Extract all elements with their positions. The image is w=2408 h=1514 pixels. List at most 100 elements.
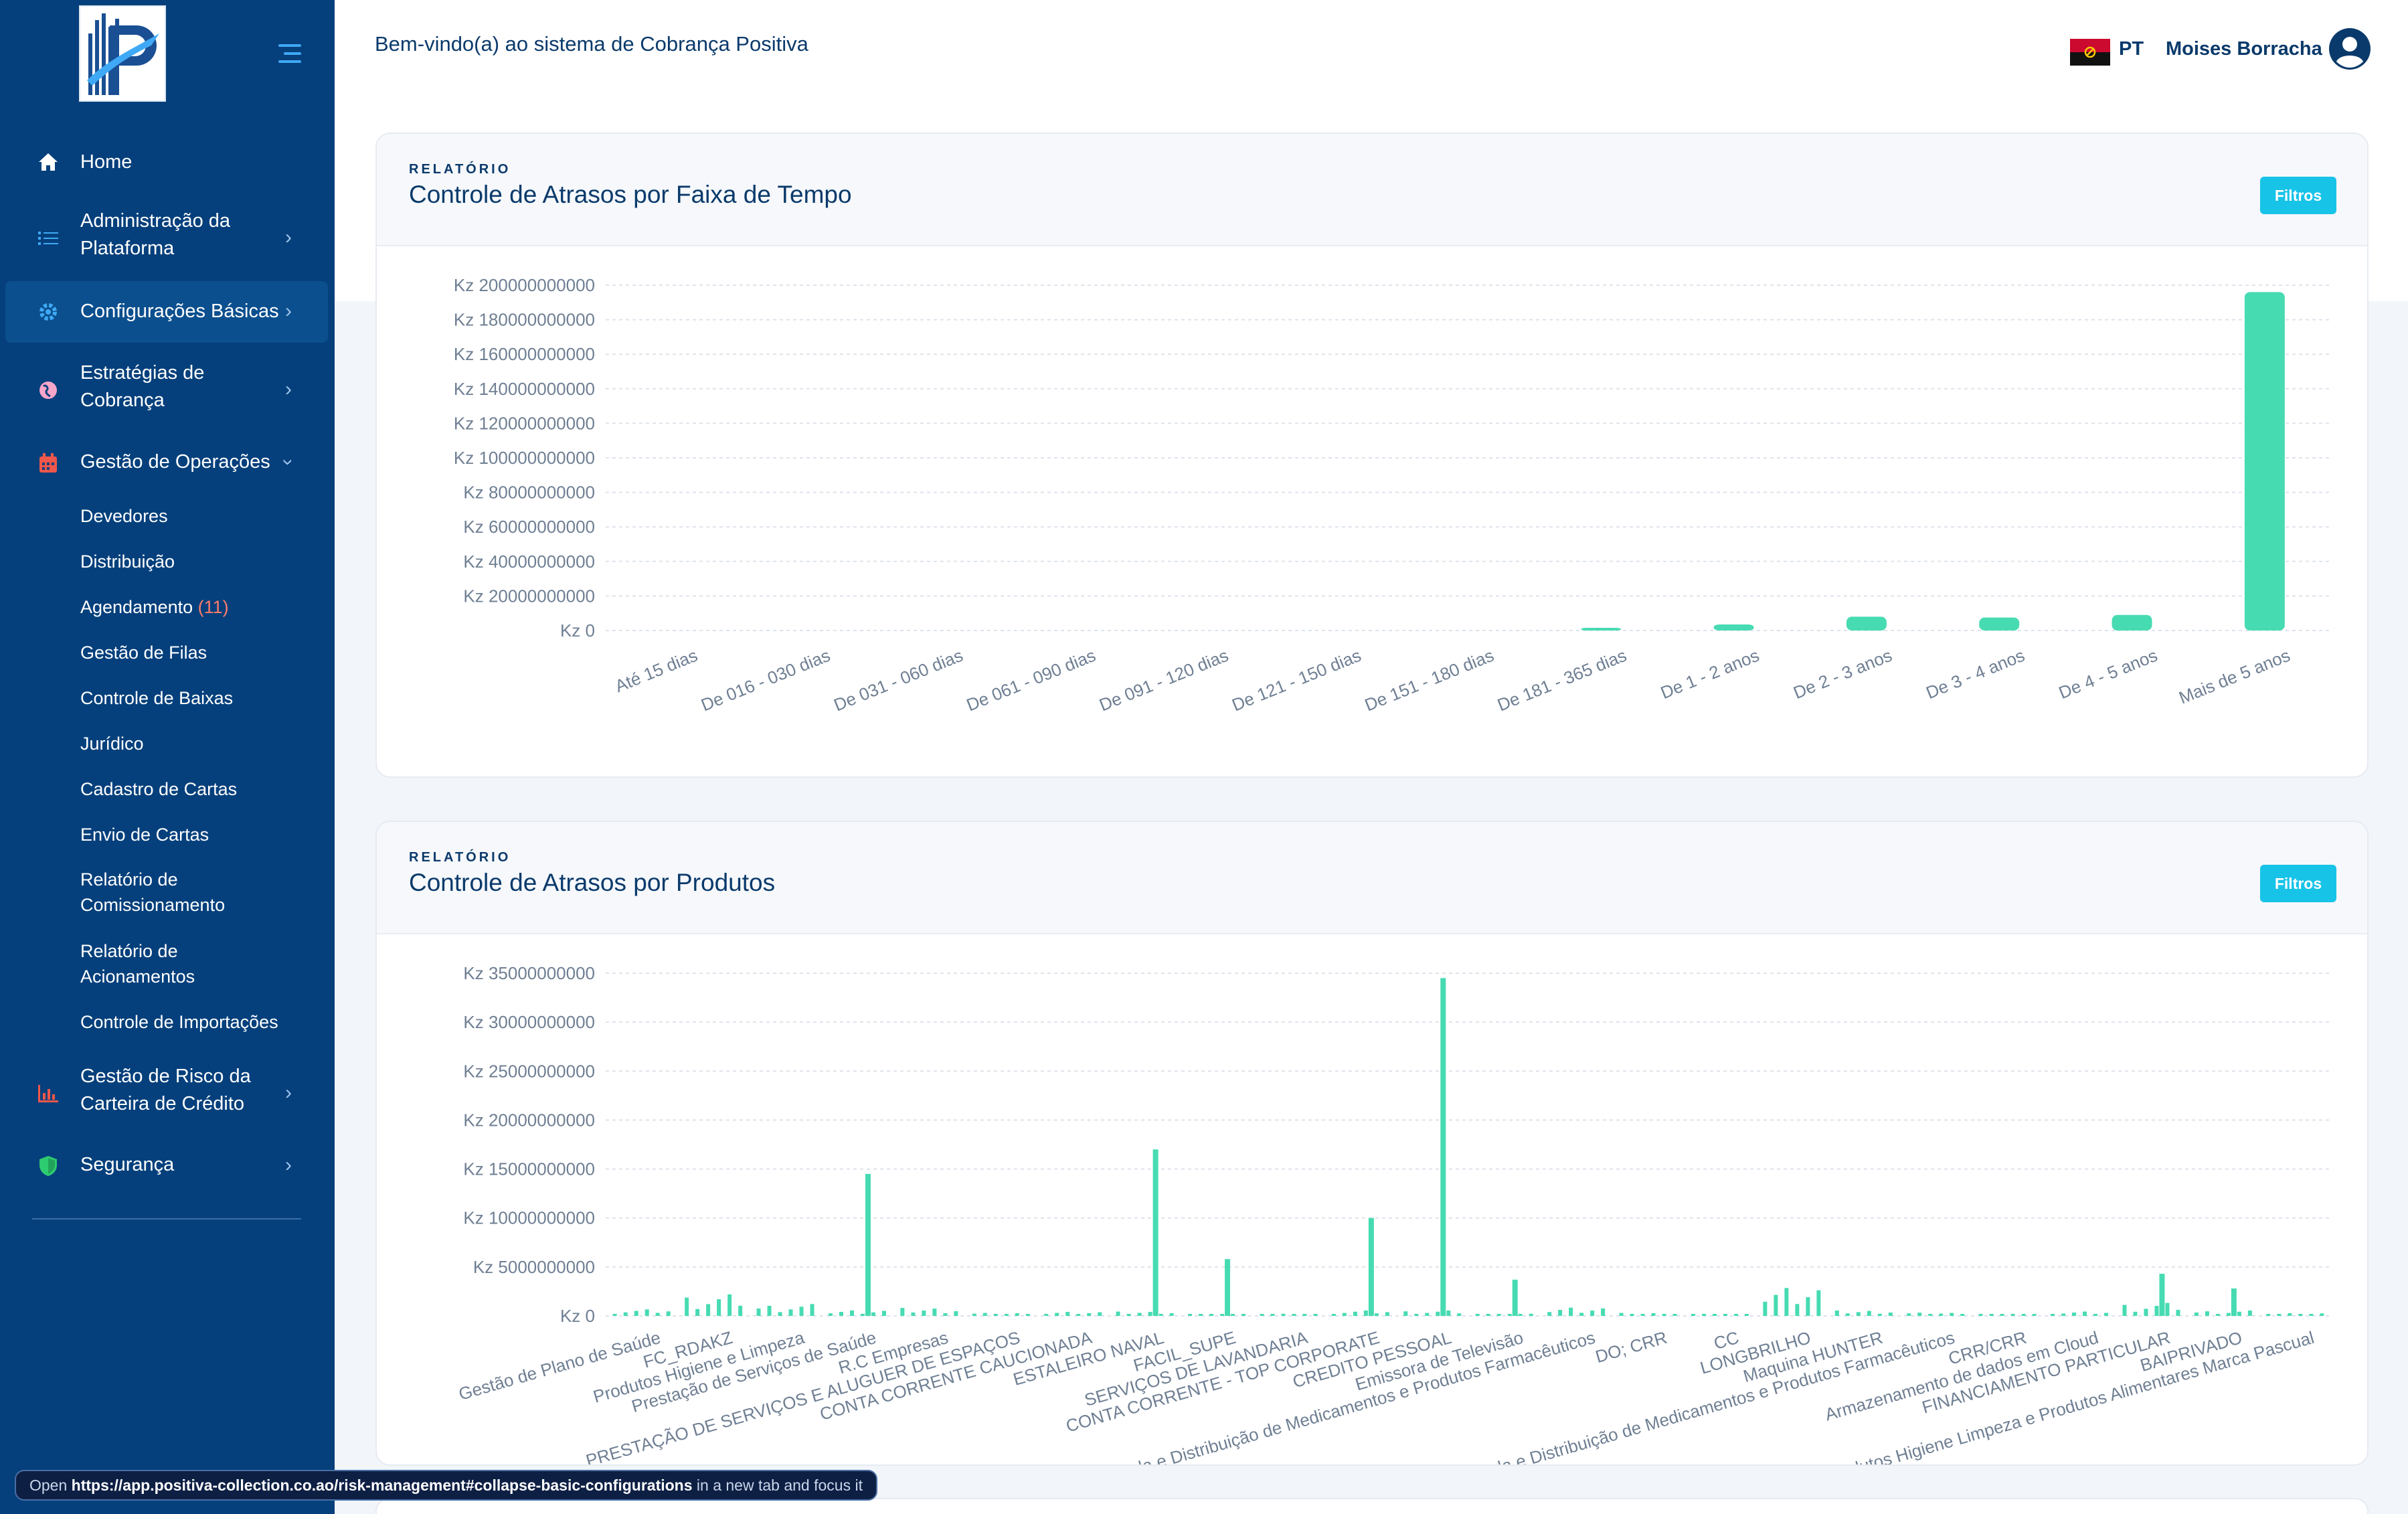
bar	[2083, 1311, 2087, 1316]
x-tick-label: De 091 - 120 dias	[1096, 645, 1231, 716]
x-tick-label: Mais de 5 anos	[2176, 645, 2293, 708]
sidebar-divider	[32, 1218, 301, 1219]
sidebar-item-label: Estratégias de Cobrança	[80, 362, 205, 411]
y-tick-label: Kz 15000000000	[463, 1159, 595, 1179]
bar	[685, 1297, 689, 1316]
bar	[1076, 1314, 1081, 1316]
sidebar-subitem-juridico[interactable]: Jurídico	[80, 734, 144, 754]
chevron-right-icon: ›	[285, 300, 292, 322]
bar	[2244, 292, 2285, 630]
globe-icon	[36, 378, 60, 402]
bar	[1363, 1310, 1368, 1316]
bar	[1512, 1279, 1518, 1316]
card-header: RELATÓRIO Controle de Atrasos por Faixa …	[377, 134, 2367, 246]
user-avatar-icon[interactable]	[2328, 27, 2372, 71]
chevron-right-icon: ›	[285, 1154, 292, 1176]
sidebar-item-home[interactable]: Home	[5, 147, 328, 177]
bar	[1507, 1314, 1512, 1316]
y-tick-label: Kz 40000000000	[463, 552, 595, 572]
sidebar-subitem-agendamento[interactable]: Agendamento (11)	[80, 597, 229, 617]
language-selector[interactable]: PT	[2119, 38, 2144, 60]
y-tick-label: Kz 35000000000	[463, 963, 595, 983]
bar	[2093, 1313, 2098, 1316]
sidebar-item-administracao[interactable]: Administração da Plataforma ›	[5, 207, 328, 269]
x-tick-label: De 181 - 365 dias	[1494, 645, 1630, 716]
bar	[1978, 1314, 1983, 1316]
bar	[1353, 1311, 1357, 1316]
bar	[1342, 1313, 1347, 1316]
bar	[1414, 1314, 1419, 1316]
sidebar-item-configuracoes-basicas[interactable]: Configurações Básicas ›	[5, 281, 328, 343]
bar	[1518, 1314, 1523, 1316]
bar	[871, 1312, 875, 1316]
bar	[1529, 1313, 1533, 1316]
bar	[1579, 1313, 1584, 1316]
bar	[788, 1309, 793, 1316]
bar	[2215, 1314, 2220, 1316]
bar	[1744, 1314, 1749, 1316]
bar	[1834, 1310, 1839, 1316]
bar	[1733, 1314, 1738, 1316]
bar	[1619, 1313, 1624, 1316]
sidebar-item-gestao-operacoes[interactable]: Gestão de Operações ›	[5, 448, 328, 478]
sidebar-subitem-devedores[interactable]: Devedores	[80, 506, 168, 526]
bar	[1979, 617, 2020, 630]
bar	[1199, 1314, 1203, 1316]
y-tick-label: Kz 0	[560, 1306, 595, 1326]
sidebar-subitem-controle-importacoes[interactable]: Controle de Importações	[80, 1012, 278, 1032]
bar	[943, 1313, 948, 1316]
sidebar-toggle-icon[interactable]	[274, 44, 301, 64]
user-name[interactable]: Moises Borracha	[2166, 38, 2322, 60]
bar	[2112, 614, 2152, 630]
bar	[2122, 1305, 2127, 1316]
sidebar-item-seguranca[interactable]: Segurança ›	[5, 1151, 328, 1181]
sidebar-subitem-distribuicao[interactable]: Distribuição	[80, 552, 175, 572]
sidebar-subitem-relatorio-comissionamento[interactable]: Relatório de Comissionamento	[80, 869, 226, 915]
bar	[1888, 1313, 1893, 1316]
bar	[1601, 1308, 1606, 1316]
bar	[1015, 1313, 1019, 1316]
bar	[1004, 1314, 1009, 1316]
sidebar-item-label: Administração da Plataforma	[80, 210, 231, 259]
brand-logo[interactable]	[79, 5, 166, 102]
x-tick-label: De 061 - 090 dias	[964, 645, 1099, 716]
bar	[1281, 1313, 1286, 1316]
bar	[1188, 1314, 1193, 1316]
bar	[1475, 1314, 1480, 1316]
y-tick-label: Kz 80000000000	[463, 483, 595, 503]
bar	[1425, 1313, 1430, 1316]
bar	[2000, 1314, 2004, 1316]
bar	[1723, 1314, 1727, 1316]
bar	[695, 1309, 700, 1316]
chevron-right-icon: ›	[285, 226, 292, 248]
y-tick-label: Kz 180000000000	[454, 310, 595, 330]
sidebar-subitem-gestao-filas[interactable]: Gestão de Filas	[80, 643, 207, 663]
bar	[1928, 1314, 1933, 1316]
sidebar-subitem-controle-baixas[interactable]: Controle de Baixas	[80, 688, 234, 708]
y-tick-label: Kz 200000000000	[454, 275, 595, 295]
bar	[1712, 1314, 1717, 1316]
sidebar-subitem-relatorio-acionamentos[interactable]: Relatório de Acionamentos	[80, 941, 195, 987]
bar	[1044, 1313, 1049, 1316]
chevron-down-icon: ›	[277, 458, 300, 466]
bar	[2165, 1302, 2170, 1316]
filters-button[interactable]: Filtros	[2260, 865, 2336, 902]
agendamento-count-badge: (11)	[197, 597, 229, 617]
angola-flag-icon[interactable]	[2070, 39, 2110, 66]
bar	[738, 1305, 743, 1316]
sidebar-item-gestao-risco[interactable]: Gestão de Risco da Carteira de Crédito ›	[5, 1063, 328, 1124]
y-tick-label: Kz 160000000000	[454, 344, 595, 364]
bar	[1867, 1311, 1871, 1316]
status-url: https://app.positiva-collection.co.ao/ri…	[71, 1477, 693, 1494]
filters-button[interactable]: Filtros	[2260, 177, 2336, 214]
bar	[778, 1312, 782, 1316]
bar	[1169, 1313, 1174, 1316]
card-title: Controle de Atrasos por Faixa de Tempo	[409, 181, 852, 208]
bar	[1784, 1288, 1789, 1316]
sidebar-item-estrategias[interactable]: Estratégias de Cobrança ›	[5, 359, 328, 421]
bar	[865, 1173, 871, 1316]
sidebar-subitem-cadastro-cartas[interactable]: Cadastro de Cartas	[80, 779, 238, 799]
bar	[1374, 1313, 1379, 1316]
report-card-time-range: RELATÓRIO Controle de Atrasos por Faixa …	[375, 133, 2369, 778]
sidebar-subitem-envio-cartas[interactable]: Envio de Cartas	[80, 825, 209, 845]
